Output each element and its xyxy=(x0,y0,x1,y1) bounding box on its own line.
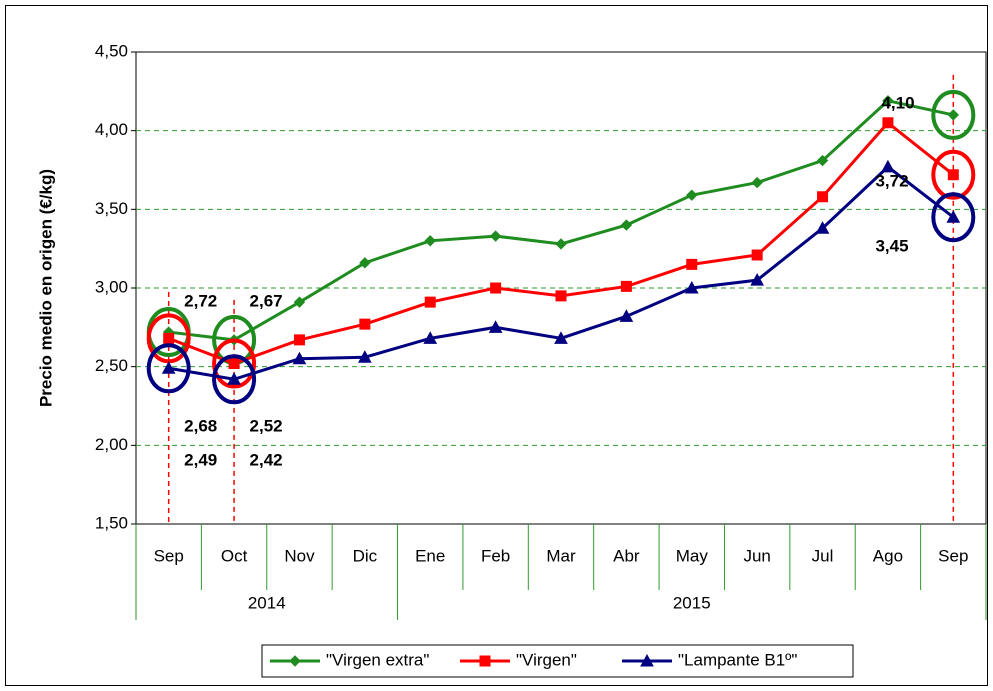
value-label: 3,45 xyxy=(875,236,908,255)
value-label: 3,72 xyxy=(875,171,908,190)
marker xyxy=(163,332,175,344)
marker xyxy=(555,238,567,250)
value-label: 2,49 xyxy=(184,450,217,469)
legend-label: "Lampante B1º" xyxy=(678,650,797,669)
value-label: 2,52 xyxy=(250,416,283,435)
y-tick-label: 3,50 xyxy=(95,199,128,218)
value-label: 2,72 xyxy=(184,291,217,310)
marker xyxy=(946,210,961,223)
marker xyxy=(424,235,436,247)
y-axis-title: Precio medio en origen (€/kg) xyxy=(36,169,55,407)
x-tick-label: Ago xyxy=(873,546,903,565)
marker xyxy=(947,169,959,181)
marker xyxy=(228,358,240,370)
highlight-circle xyxy=(212,354,257,405)
marker xyxy=(227,372,241,385)
marker xyxy=(292,351,307,365)
y-tick-label: 2,50 xyxy=(95,356,128,375)
marker xyxy=(686,189,698,201)
y-tick-label: 2,00 xyxy=(95,435,128,454)
value-label: 2,42 xyxy=(250,450,283,469)
marker xyxy=(815,221,830,234)
x-tick-label: Ene xyxy=(415,546,445,565)
legend-box xyxy=(261,644,854,678)
x-tick-label: May xyxy=(676,546,709,565)
marker xyxy=(750,273,764,286)
marker xyxy=(554,331,568,344)
value-label: 2,67 xyxy=(250,291,283,310)
x-tick-label: Dic xyxy=(353,546,378,565)
legend-label: "Virgen" xyxy=(516,650,577,669)
legend-marker xyxy=(640,653,654,667)
marker xyxy=(751,249,763,261)
marker xyxy=(817,191,829,203)
value-label: 4,10 xyxy=(881,93,914,112)
marker xyxy=(882,117,894,129)
marker xyxy=(881,159,895,173)
marker xyxy=(619,309,634,322)
x-tick-label: Jun xyxy=(743,546,770,565)
legend-label: "Virgen extra" xyxy=(326,650,429,669)
marker xyxy=(620,280,632,292)
x-tick-label: Jul xyxy=(812,546,834,565)
highlight-circle xyxy=(931,149,976,200)
marker xyxy=(882,95,894,107)
marker xyxy=(620,219,633,231)
marker xyxy=(686,258,698,270)
marker xyxy=(751,176,763,189)
marker xyxy=(293,296,306,308)
legend-marker xyxy=(289,655,301,667)
y-tick-label: 3,00 xyxy=(95,277,128,296)
marker xyxy=(555,290,567,302)
marker xyxy=(293,334,305,346)
y-tick-label: 4,50 xyxy=(95,41,128,60)
marker xyxy=(490,282,502,294)
y-tick-label: 4,00 xyxy=(95,120,128,139)
marker xyxy=(358,350,372,363)
x-tick-label: Mar xyxy=(546,546,576,565)
marker xyxy=(359,318,371,330)
marker xyxy=(161,361,176,374)
highlight-circle xyxy=(931,89,976,140)
marker xyxy=(489,230,502,242)
x-tick-label: Oct xyxy=(221,546,248,565)
marker xyxy=(947,109,960,121)
marker xyxy=(816,154,829,167)
marker xyxy=(359,257,371,269)
highlight-circle xyxy=(931,192,976,243)
value-label: 2,68 xyxy=(184,416,217,435)
x-tick-label: Sep xyxy=(154,546,184,565)
legend-marker xyxy=(479,655,491,667)
x-group-label: 2015 xyxy=(673,593,711,612)
marker xyxy=(684,280,699,294)
x-tick-label: Nov xyxy=(284,546,315,565)
highlight-circle xyxy=(212,338,257,389)
x-tick-label: Abr xyxy=(613,546,640,565)
marker xyxy=(424,296,436,308)
marker xyxy=(423,331,438,344)
x-group-label: 2014 xyxy=(248,593,286,612)
marker xyxy=(488,320,503,333)
x-tick-label: Sep xyxy=(938,546,968,565)
y-tick-label: 1,50 xyxy=(95,513,128,532)
highlight-circle xyxy=(146,343,191,394)
x-tick-label: Feb xyxy=(481,546,510,565)
